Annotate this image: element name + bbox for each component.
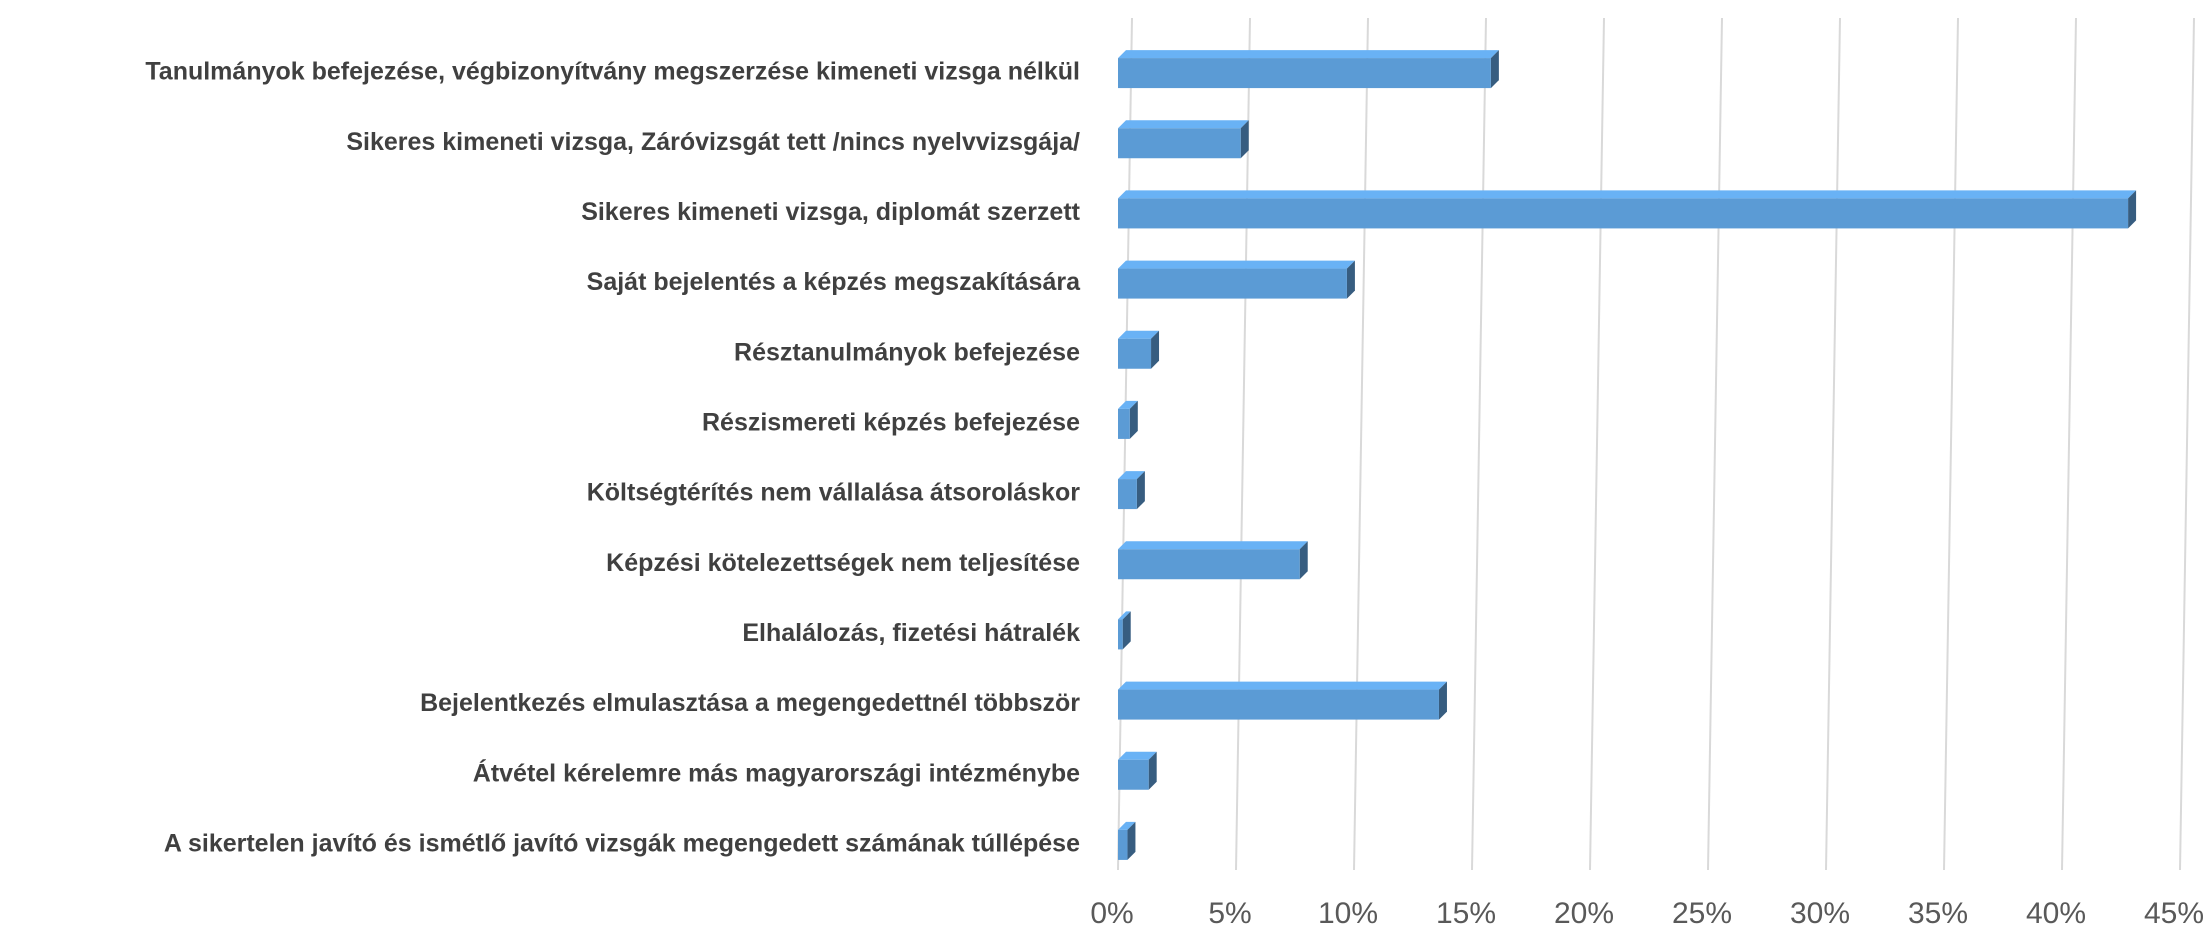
bar (1118, 471, 1145, 510)
bar (1118, 681, 1447, 720)
x-tick-label: 35% (1908, 897, 1968, 930)
grid-line (2179, 17, 2195, 871)
y-tick-label: Elhalálozás, fizetési hátralék (742, 619, 1080, 647)
bar (1118, 611, 1131, 650)
bar-front (1118, 479, 1137, 510)
bar (1118, 821, 1136, 860)
bar-front (1118, 408, 1130, 439)
x-tick-label: 25% (1672, 897, 1732, 930)
bar (1118, 120, 1249, 159)
y-tick-label: Átvétel kérelemre más magyarországi inté… (473, 758, 1080, 787)
bar (1118, 190, 2137, 229)
bar-side (1148, 751, 1157, 790)
bar-top (1118, 541, 1308, 550)
y-tick-label: A sikertelen javító és ismétlő javító vi… (164, 830, 1080, 858)
bar-top (1118, 120, 1249, 129)
bar-front (1118, 58, 1491, 89)
y-tick-label: Saját bejelentés a képzés megszakítására (587, 268, 1081, 296)
bar-top (1118, 681, 1447, 690)
bar-side (1122, 611, 1131, 650)
bar-top (1118, 50, 1499, 59)
bar-side (1490, 50, 1499, 89)
bar-side (1240, 120, 1249, 159)
bar-front (1118, 759, 1149, 790)
bar-front (1118, 338, 1152, 369)
y-tick-label: Sikeres kimeneti vizsga, Záróvizsgát tet… (346, 128, 1080, 156)
x-tick-label: 5% (1208, 897, 1251, 930)
bar-side (1151, 330, 1160, 369)
y-tick-label: Résztanulmányok befejezése (734, 338, 1080, 366)
bar-top (1118, 821, 1136, 830)
y-tick-label: Tanulmányok befejezése, végbizonyítvány … (145, 58, 1080, 86)
y-tick-label: Részismereti képzés befejezése (702, 409, 1080, 437)
grid-line (1589, 17, 1605, 871)
bar-top (1118, 400, 1138, 409)
y-tick-label: Sikeres kimeneti vizsga, diplomát szerze… (581, 198, 1080, 226)
bar-top (1118, 471, 1145, 480)
bar-top (1118, 330, 1160, 339)
y-tick-label: Képzési kötelezettségek nem teljesítése (606, 549, 1080, 577)
x-tick-label: 40% (2026, 897, 2086, 930)
bar-side (1127, 821, 1136, 860)
bar (1118, 330, 1160, 369)
bar (1118, 50, 1499, 89)
bar-front (1118, 268, 1347, 299)
bar-front (1118, 829, 1128, 860)
x-tick-label: 0% (1090, 897, 1133, 930)
bar-top (1118, 611, 1131, 620)
x-tick-label: 15% (1436, 897, 1496, 930)
bar-front (1118, 549, 1300, 580)
grid-line (1471, 17, 1487, 871)
x-tick-label: 20% (1554, 897, 1614, 930)
bar (1118, 260, 1355, 299)
bar (1118, 541, 1308, 580)
bar-top (1118, 260, 1355, 269)
bar-side (2128, 190, 2137, 229)
bar-top (1118, 751, 1157, 760)
grid-line (1825, 17, 1841, 871)
bar-front (1118, 198, 2129, 229)
grid-line (1943, 17, 1959, 871)
bar (1118, 751, 1157, 790)
x-tick-label: 10% (1318, 897, 1378, 930)
bar-front (1118, 619, 1123, 650)
grid-line (1235, 17, 1251, 871)
grid-line (2061, 17, 2077, 871)
bar-front (1118, 689, 1439, 720)
bar-side (1346, 260, 1355, 299)
grid-line (1707, 17, 1723, 871)
grid-line (1353, 17, 1369, 871)
x-tick-label: 45% (2144, 897, 2203, 930)
y-tick-label: Bejelentkezés elmulasztása a megengedett… (420, 689, 1080, 717)
bar-side (1129, 400, 1138, 439)
grid-line (1117, 17, 1133, 871)
bar (1118, 400, 1138, 439)
x-tick-label: 30% (1790, 897, 1850, 930)
y-tick-label: Költségtérítés nem vállalása átsorolásko… (587, 479, 1081, 507)
bar-side (1136, 471, 1145, 510)
bar-side (1438, 681, 1447, 720)
bar-side (1299, 541, 1308, 580)
bar-top (1118, 190, 2137, 199)
bar-front (1118, 128, 1241, 159)
